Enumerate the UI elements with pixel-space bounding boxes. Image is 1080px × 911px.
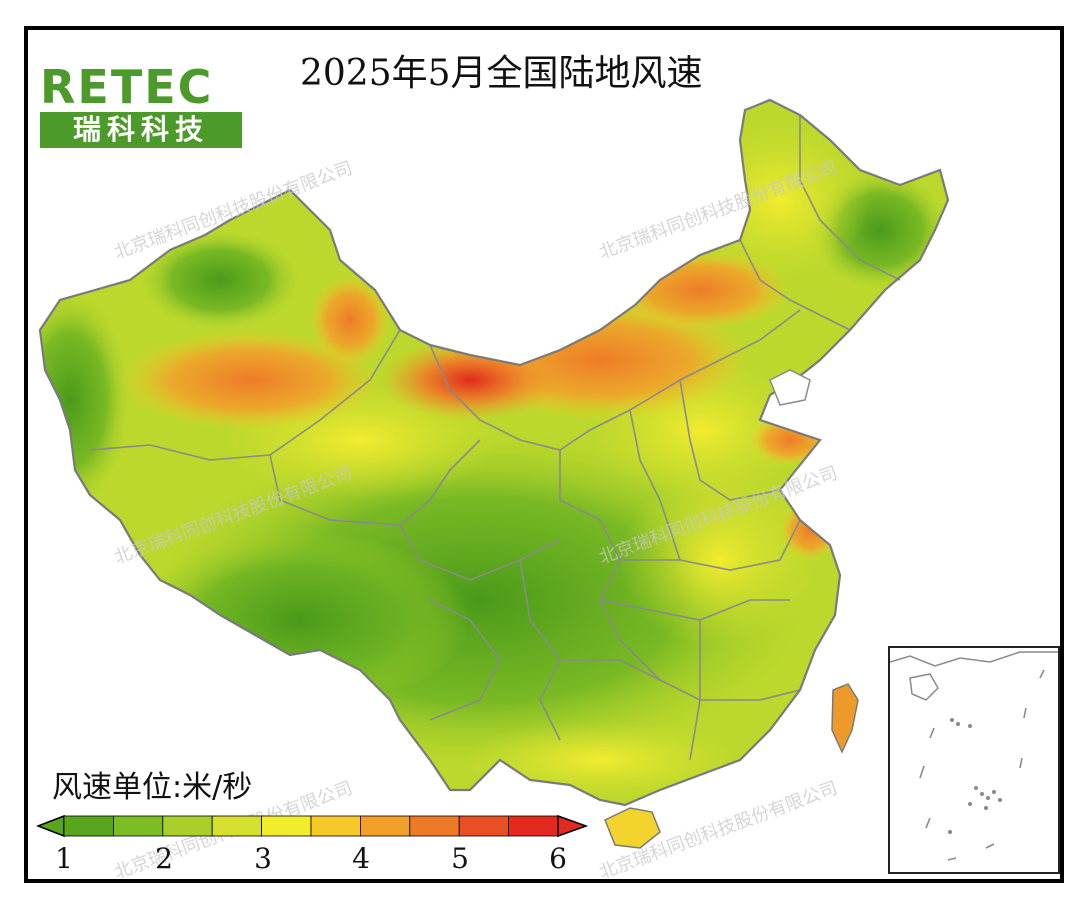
legend-swatch — [508, 815, 559, 837]
province-boundaries — [89, 115, 901, 761]
islands — [948, 718, 1002, 834]
inset-map — [889, 651, 1058, 861]
legend-swatch — [162, 815, 213, 837]
legend-tick: 4 — [352, 842, 370, 875]
unit-label: 风速单位:米/秒 — [52, 770, 253, 805]
taiwan-island — [831, 683, 859, 754]
logo-subtitle: 瑞科科技 — [40, 112, 242, 148]
color-legend — [36, 814, 589, 838]
logo-wordmark: RETEC — [40, 60, 214, 114]
legend-swatch — [211, 815, 262, 837]
legend-tick: 3 — [254, 842, 272, 875]
legend-swatch — [409, 815, 460, 837]
bohai-sea — [769, 369, 811, 406]
legend-swatch — [113, 815, 164, 837]
wind-field — [40, 100, 948, 805]
map-title: 2025年5月全国陆地风速 — [300, 53, 703, 94]
legend-swatch — [359, 815, 411, 837]
legend-min-arrow — [36, 814, 65, 838]
legend-swatch — [310, 815, 361, 837]
south-china-sea-inset — [888, 646, 1060, 874]
legend-tick: 2 — [155, 842, 173, 875]
legend-tick: 6 — [549, 842, 567, 875]
hainan-island — [604, 807, 661, 849]
legend-swatch — [63, 815, 114, 837]
legend-swatch — [261, 815, 312, 837]
legend-tick: 1 — [55, 842, 73, 875]
legend-swatch — [458, 815, 510, 837]
legend-tick: 5 — [451, 842, 469, 875]
legend-max-arrow — [557, 814, 589, 838]
retec-logo: RETEC 瑞科科技 — [40, 60, 246, 150]
